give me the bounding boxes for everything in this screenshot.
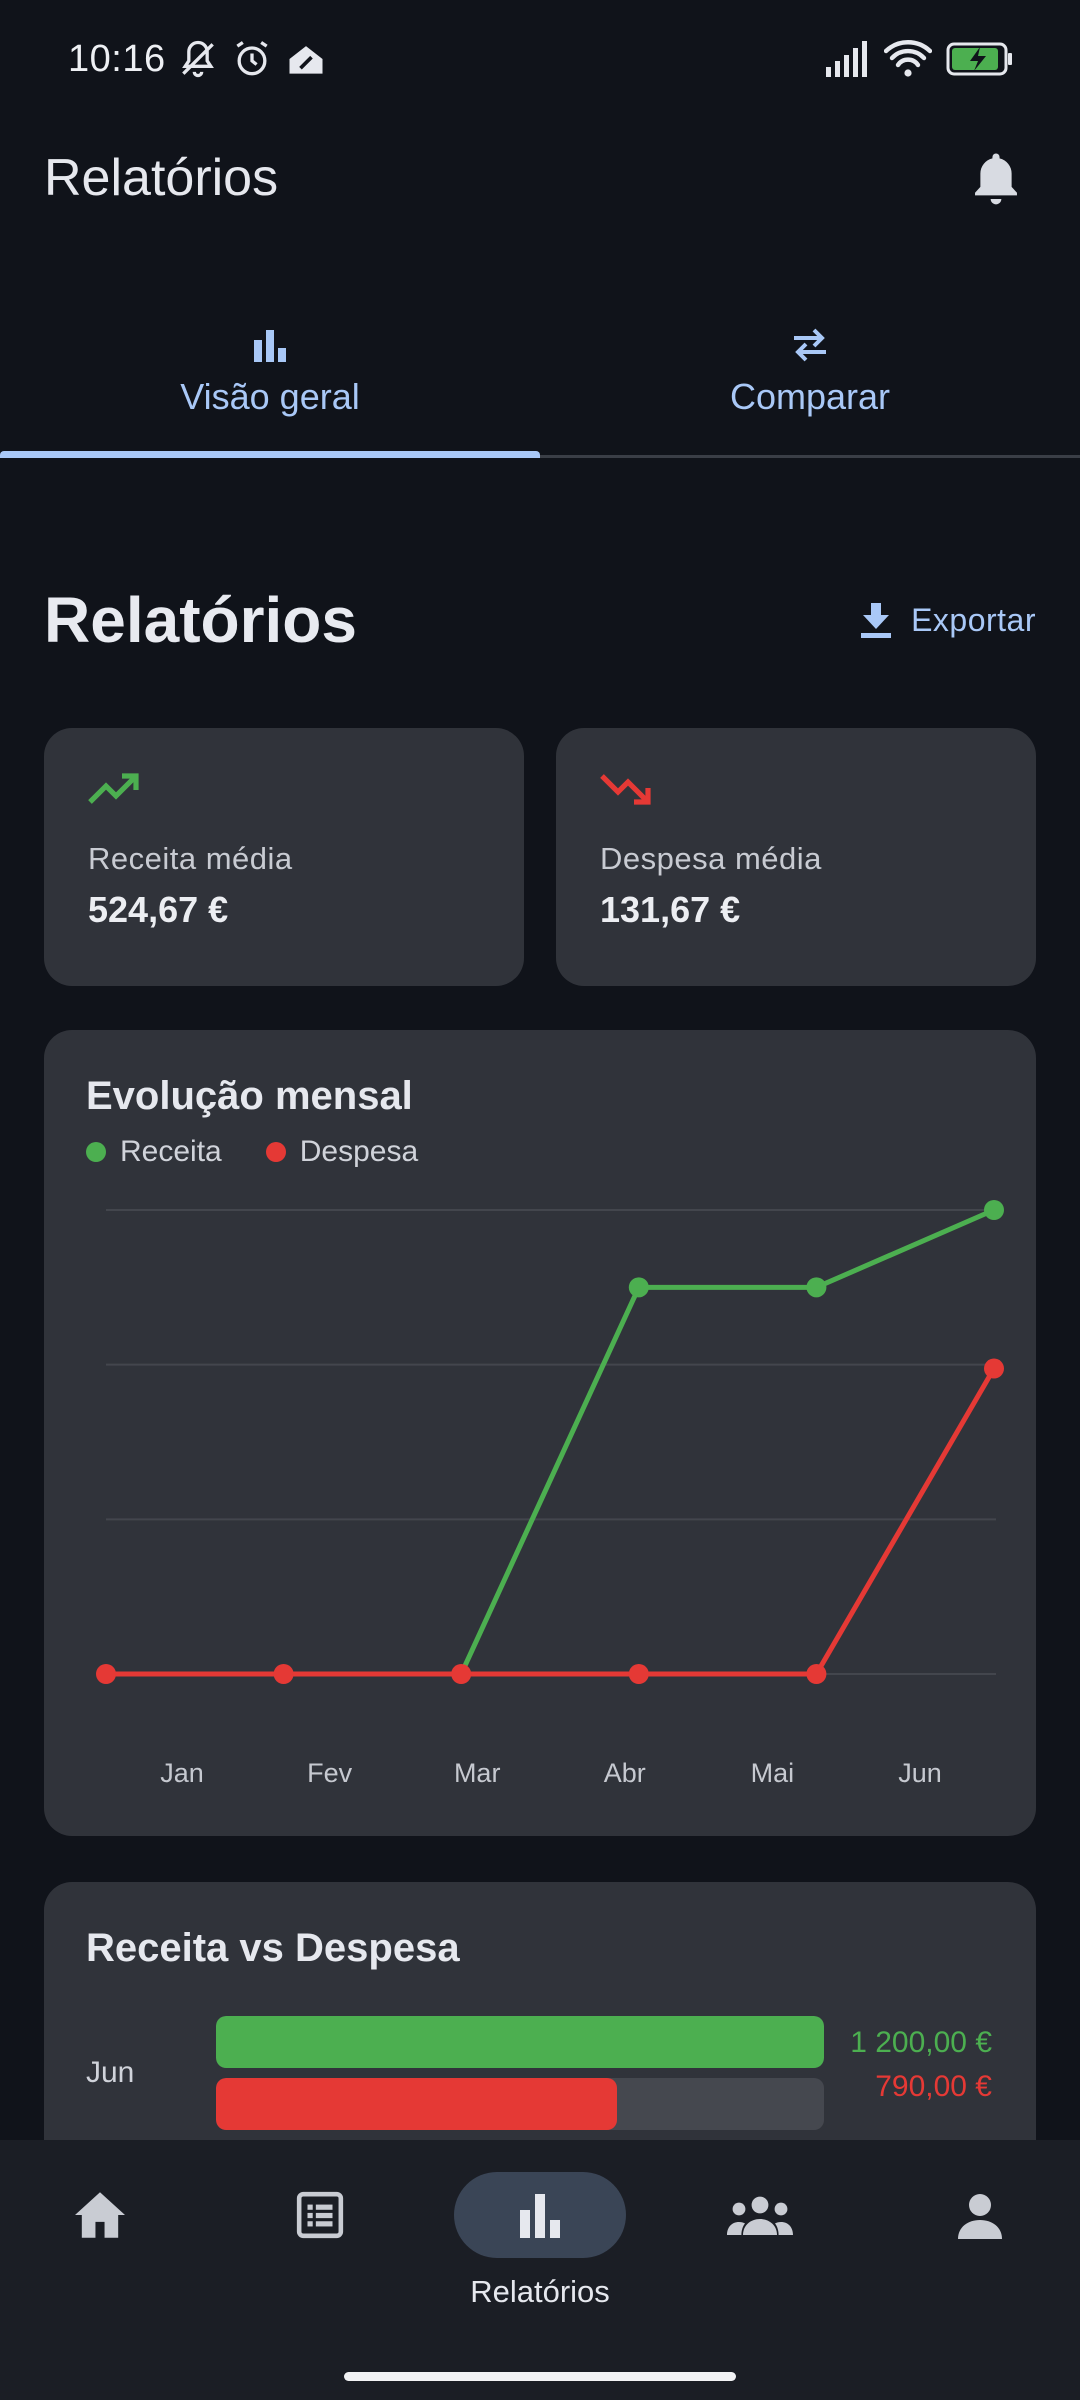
download-icon [861, 603, 892, 638]
legend-item-expense: Despesa [265, 1135, 419, 1169]
income-summary-label: Receita média [88, 841, 293, 876]
section-title: Relatórios [44, 584, 357, 656]
chart-point-expense [96, 1664, 116, 1684]
swap-horizontal-icon [794, 328, 826, 361]
income-vs-expense-card: Receita vs Despesa Jun 1 200,00 € 790,00… [44, 1882, 1036, 2182]
tab-overview[interactable]: Visão geral [0, 290, 540, 458]
chart-series-line-expense [106, 1367, 997, 1677]
chart-title: Evolução mensal [86, 1074, 413, 1118]
battery-charging-icon [946, 42, 1012, 76]
nav-profile-pill [894, 2172, 1066, 2258]
tab-bar: Visão geral Comparar [0, 290, 1080, 458]
tab-compare[interactable]: Comparar [540, 290, 1080, 455]
expense-summary-value: 131,67 € [600, 889, 741, 930]
nav-transactions[interactable] [220, 2172, 420, 2332]
bar-chart-icon [254, 329, 286, 362]
home-icon [75, 2192, 125, 2238]
export-label: Exportar [911, 601, 1036, 638]
income-bar-track [216, 2016, 824, 2068]
monthly-evolution-card: Jan Fev Mar Abr Mai Jun Evolução mensal Recei… [44, 1030, 1036, 1836]
chart-point-expense [806, 1664, 827, 1684]
income-bar [216, 2016, 824, 2068]
chart-x-tick-label: Jun [898, 1758, 942, 1788]
expense-summary-card: Despesa média 131,67 € [556, 728, 1036, 986]
expense-summary-label: Despesa média [600, 841, 822, 876]
tab-compare-label: Comparar [729, 375, 891, 417]
nav-groups-pill [674, 2172, 846, 2258]
chart-point-expense [273, 1664, 294, 1684]
legend-label-income: Receita [120, 1135, 222, 1168]
status-time: 10:16 [68, 37, 166, 80]
notifications-off-icon [181, 40, 214, 78]
chart-series-line-income [106, 1207, 995, 1677]
nav-reports[interactable]: Relatórios [440, 2172, 640, 2332]
home-app-icon [289, 46, 323, 74]
chart-x-tick-label: Jan [160, 1758, 204, 1788]
tab-overview-label: Visão geral [180, 375, 360, 417]
bell-icon [975, 153, 1017, 205]
nav-reports-label: Relatórios [470, 2274, 610, 2309]
chart-x-tick-label: Abr [604, 1758, 646, 1788]
nav-groups[interactable] [660, 2172, 860, 2332]
chart-point-expense [984, 1358, 1004, 1379]
nav-profile[interactable] [880, 2172, 1080, 2332]
nav-home-pill [14, 2172, 186, 2258]
nav-reports-pill [454, 2172, 626, 2258]
chart-legend: Receita Despesa [86, 1135, 992, 1169]
compare-row: Jun 1 200,00 € 790,00 € [44, 2016, 1036, 2136]
person-icon [958, 2194, 1002, 2239]
list-icon [296, 2191, 344, 2239]
income-summary-card: Receita média 524,67 € [44, 728, 524, 986]
income-bar-value: 1 200,00 € [850, 2026, 992, 2059]
chart-point-expense [628, 1664, 649, 1684]
legend-dot-income [86, 1142, 106, 1162]
status-bar: 10:16 [0, 0, 1080, 118]
status-right [824, 39, 1014, 79]
legend-item-income: Receita [86, 1135, 222, 1169]
compare-title: Receita vs Despesa [86, 1926, 460, 1970]
app-bar: Relatórios [0, 118, 1080, 238]
trending-down-icon [600, 774, 651, 805]
group-icon [727, 2196, 793, 2235]
bottom-navigation: Relatórios [0, 2140, 1080, 2400]
expense-bar-value: 790,00 € [875, 2070, 992, 2103]
monthly-evolution-chart: Jan Fev Mar Abr Mai Jun [96, 1200, 1004, 1788]
expense-bar-track [216, 2078, 824, 2130]
chart-point-income [984, 1200, 1004, 1220]
signal-icon [826, 41, 867, 77]
chart-point-income [806, 1277, 827, 1298]
income-summary-value: 524,67 € [88, 889, 229, 930]
chart-x-tick-label: Fev [307, 1758, 353, 1788]
notifications-button[interactable] [956, 138, 1036, 218]
chart-x-tick-label: Mai [751, 1758, 795, 1788]
nav-home[interactable] [0, 2172, 200, 2332]
export-button[interactable]: Exportar [859, 591, 1036, 649]
section-header: Relatórios Exportar [44, 570, 1036, 670]
legend-label-expense: Despesa [299, 1135, 419, 1168]
bar-chart-icon [520, 2194, 560, 2238]
chart-x-tick-label: Mar [454, 1758, 501, 1788]
chart-point-expense [451, 1664, 472, 1684]
legend-dot-expense [265, 1142, 286, 1162]
wifi-icon [884, 40, 932, 77]
compare-month: Jun [86, 2056, 135, 2089]
expense-bar [216, 2078, 618, 2130]
status-left: 10:16 [68, 37, 328, 81]
app-title: Relatórios [44, 149, 279, 207]
trending-up-icon [88, 773, 139, 804]
chart-point-income [628, 1277, 649, 1298]
nav-transactions-pill [234, 2172, 406, 2258]
alarm-icon [236, 41, 268, 76]
home-indicator[interactable] [344, 2372, 736, 2381]
